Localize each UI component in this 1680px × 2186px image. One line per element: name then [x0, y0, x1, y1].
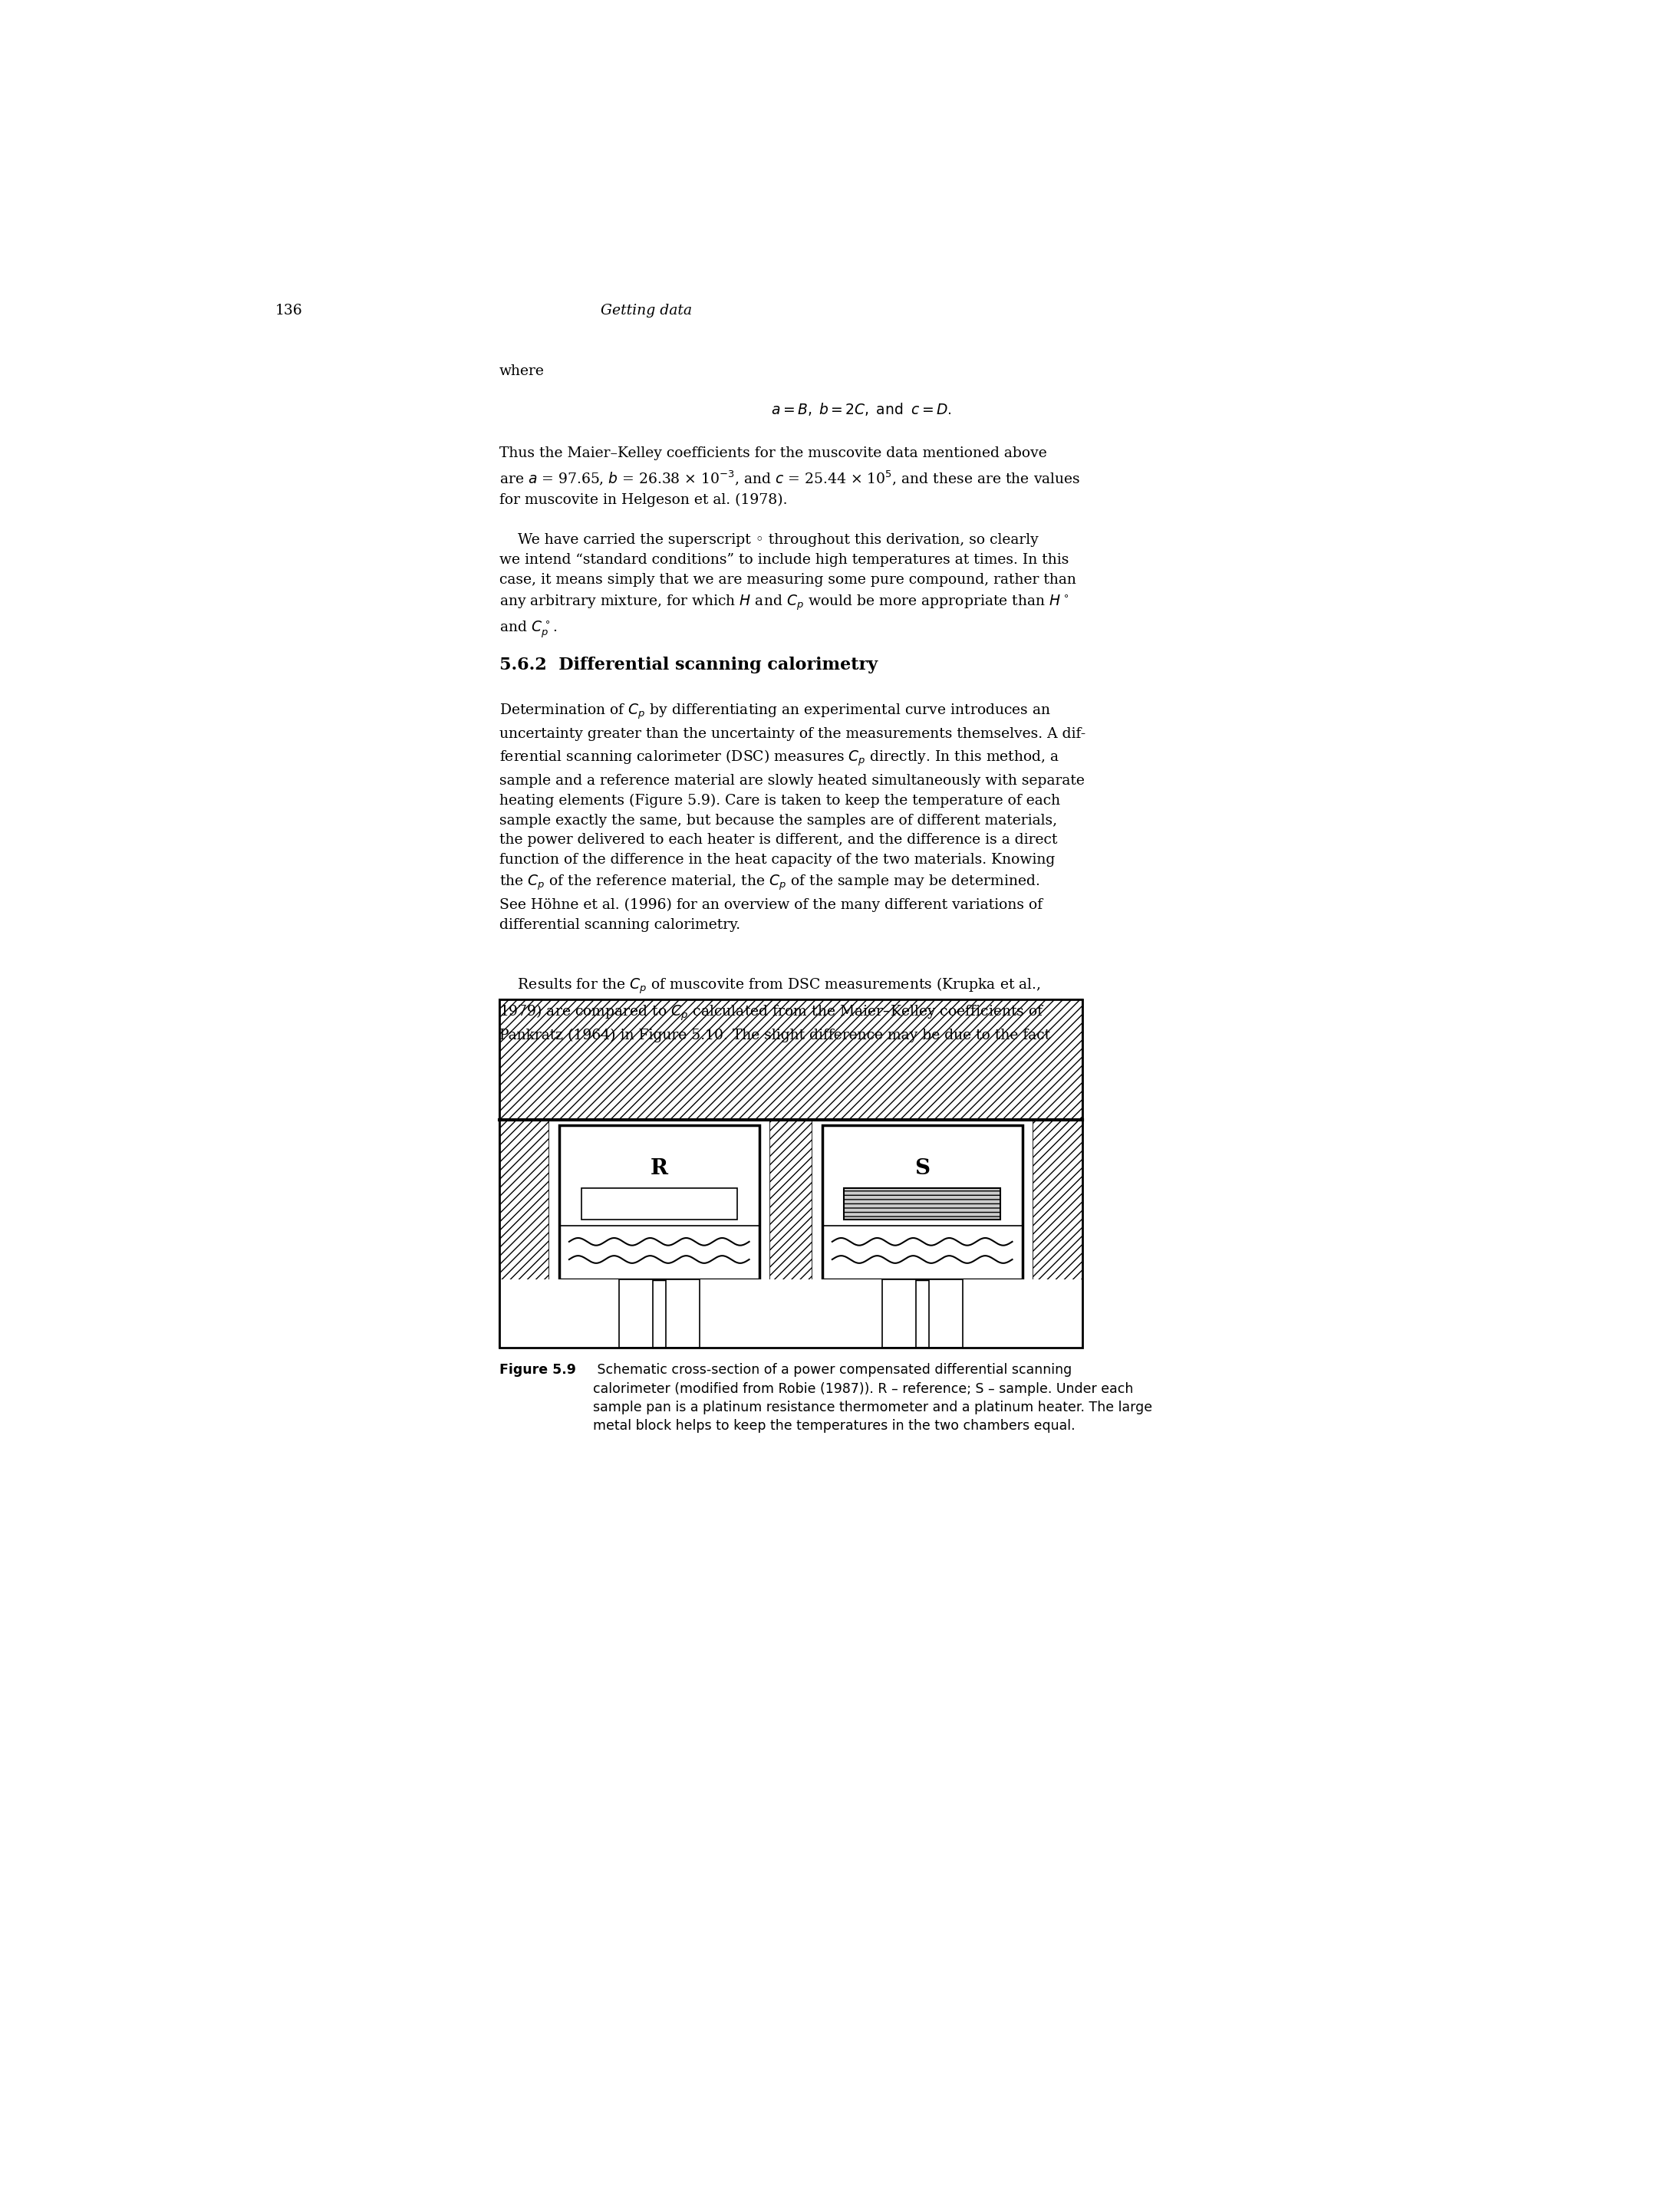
Bar: [499, 999, 1082, 1119]
Bar: [499, 1119, 1082, 1349]
Bar: [581, 1189, 738, 1220]
Text: where: where: [499, 365, 544, 378]
Bar: [1033, 1119, 1082, 1349]
Bar: [822, 1126, 1021, 1279]
Text: S: S: [914, 1159, 931, 1178]
Bar: [882, 1279, 916, 1349]
Text: Figure 5.9: Figure 5.9: [499, 1364, 576, 1377]
Bar: [929, 1279, 963, 1349]
Text: Thus the Maier–Kelley coefficients for the muscovite data mentioned above
are $a: Thus the Maier–Kelley coefficients for t…: [499, 446, 1080, 507]
Bar: [618, 1279, 654, 1349]
Text: 5.6.2  Differential scanning calorimetry: 5.6.2 Differential scanning calorimetry: [499, 656, 877, 673]
Text: R: R: [650, 1159, 669, 1178]
Bar: [665, 1279, 699, 1349]
Text: Getting data: Getting data: [601, 304, 692, 317]
Bar: [499, 999, 1082, 1349]
Text: Schematic cross-section of a power compensated differential scanning
calorimeter: Schematic cross-section of a power compe…: [593, 1364, 1152, 1432]
Text: $a = B,\;b = 2C,\;\mathrm{and}\;\;c = D.$: $a = B,\;b = 2C,\;\mathrm{and}\;\;c = D.…: [771, 402, 951, 418]
Text: Determination of $C_p$ by differentiating an experimental curve introduces an
un: Determination of $C_p$ by differentiatin…: [499, 702, 1085, 931]
Text: Results for the $C_p$ of muscovite from DSC measurements (Krupka et al.,
1979) a: Results for the $C_p$ of muscovite from …: [499, 975, 1050, 1043]
Bar: [769, 1119, 811, 1349]
Bar: [499, 1119, 549, 1349]
Text: We have carried the superscript ◦ throughout this derivation, so clearly
we inte: We have carried the superscript ◦ throug…: [499, 533, 1075, 640]
Bar: [699, 1279, 882, 1349]
Bar: [843, 1189, 1000, 1220]
Bar: [559, 1126, 759, 1279]
Bar: [843, 1189, 1000, 1220]
Bar: [963, 1279, 1082, 1349]
Bar: [499, 1279, 600, 1349]
Bar: [499, 1279, 618, 1349]
Text: 136: 136: [276, 304, 302, 317]
